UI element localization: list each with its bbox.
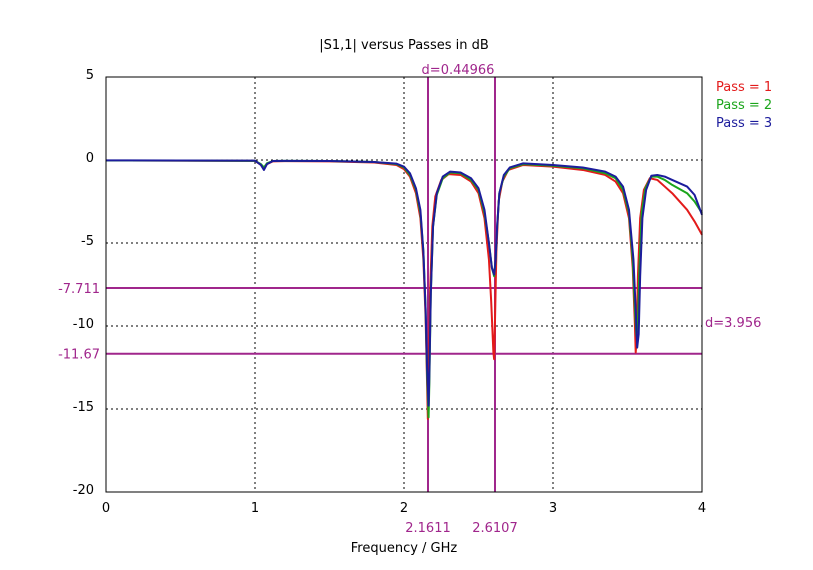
series-line-pass-3 (105, 159, 703, 407)
y-tick-label: -10 (73, 317, 94, 332)
y-tick-label: 5 (86, 68, 94, 83)
legend-item-pass-3: Pass = 3 (716, 116, 772, 131)
y-tick-label: -5 (81, 234, 94, 249)
horizontal-markers: -7.711 -11.67 (58, 282, 702, 363)
grid-lines (106, 77, 702, 492)
horizontal-marker-label: -11.67 (58, 348, 100, 363)
data-series (105, 159, 703, 420)
x-tick-label: 0 (102, 501, 110, 516)
x-tick-label: 4 (698, 501, 706, 516)
legend-item-pass-1: Pass = 1 (716, 80, 772, 95)
y-tick-label: -15 (73, 400, 94, 415)
chart-title: |S1,1| versus Passes in dB (319, 38, 489, 53)
x-tick-label: 3 (549, 501, 557, 516)
y-tick-label: -20 (73, 483, 94, 498)
x-tick-labels: 0 1 2 3 4 (102, 501, 706, 516)
vertical-markers: 2.1611 2.6107 (405, 77, 518, 536)
horizontal-marker-label: -7.711 (58, 282, 100, 297)
y-tick-label: 0 (86, 151, 94, 166)
x-tick-label: 2 (400, 501, 408, 516)
vertical-marker-label: 2.6107 (472, 521, 518, 536)
delta-x-label: d=0.44966 (422, 63, 495, 78)
vertical-marker-label: 2.1611 (405, 521, 451, 536)
x-tick-label: 1 (251, 501, 259, 516)
plot-frame (105, 76, 703, 493)
delta-y-label: d=3.956 (705, 316, 761, 331)
legend: Pass = 1 Pass = 2 Pass = 3 (716, 80, 772, 131)
y-tick-labels: 5 0 -5 -10 -15 -20 (73, 68, 94, 498)
series-line-pass-1 (105, 159, 703, 420)
legend-item-pass-2: Pass = 2 (716, 98, 772, 113)
x-axis-label: Frequency / GHz (351, 541, 458, 556)
